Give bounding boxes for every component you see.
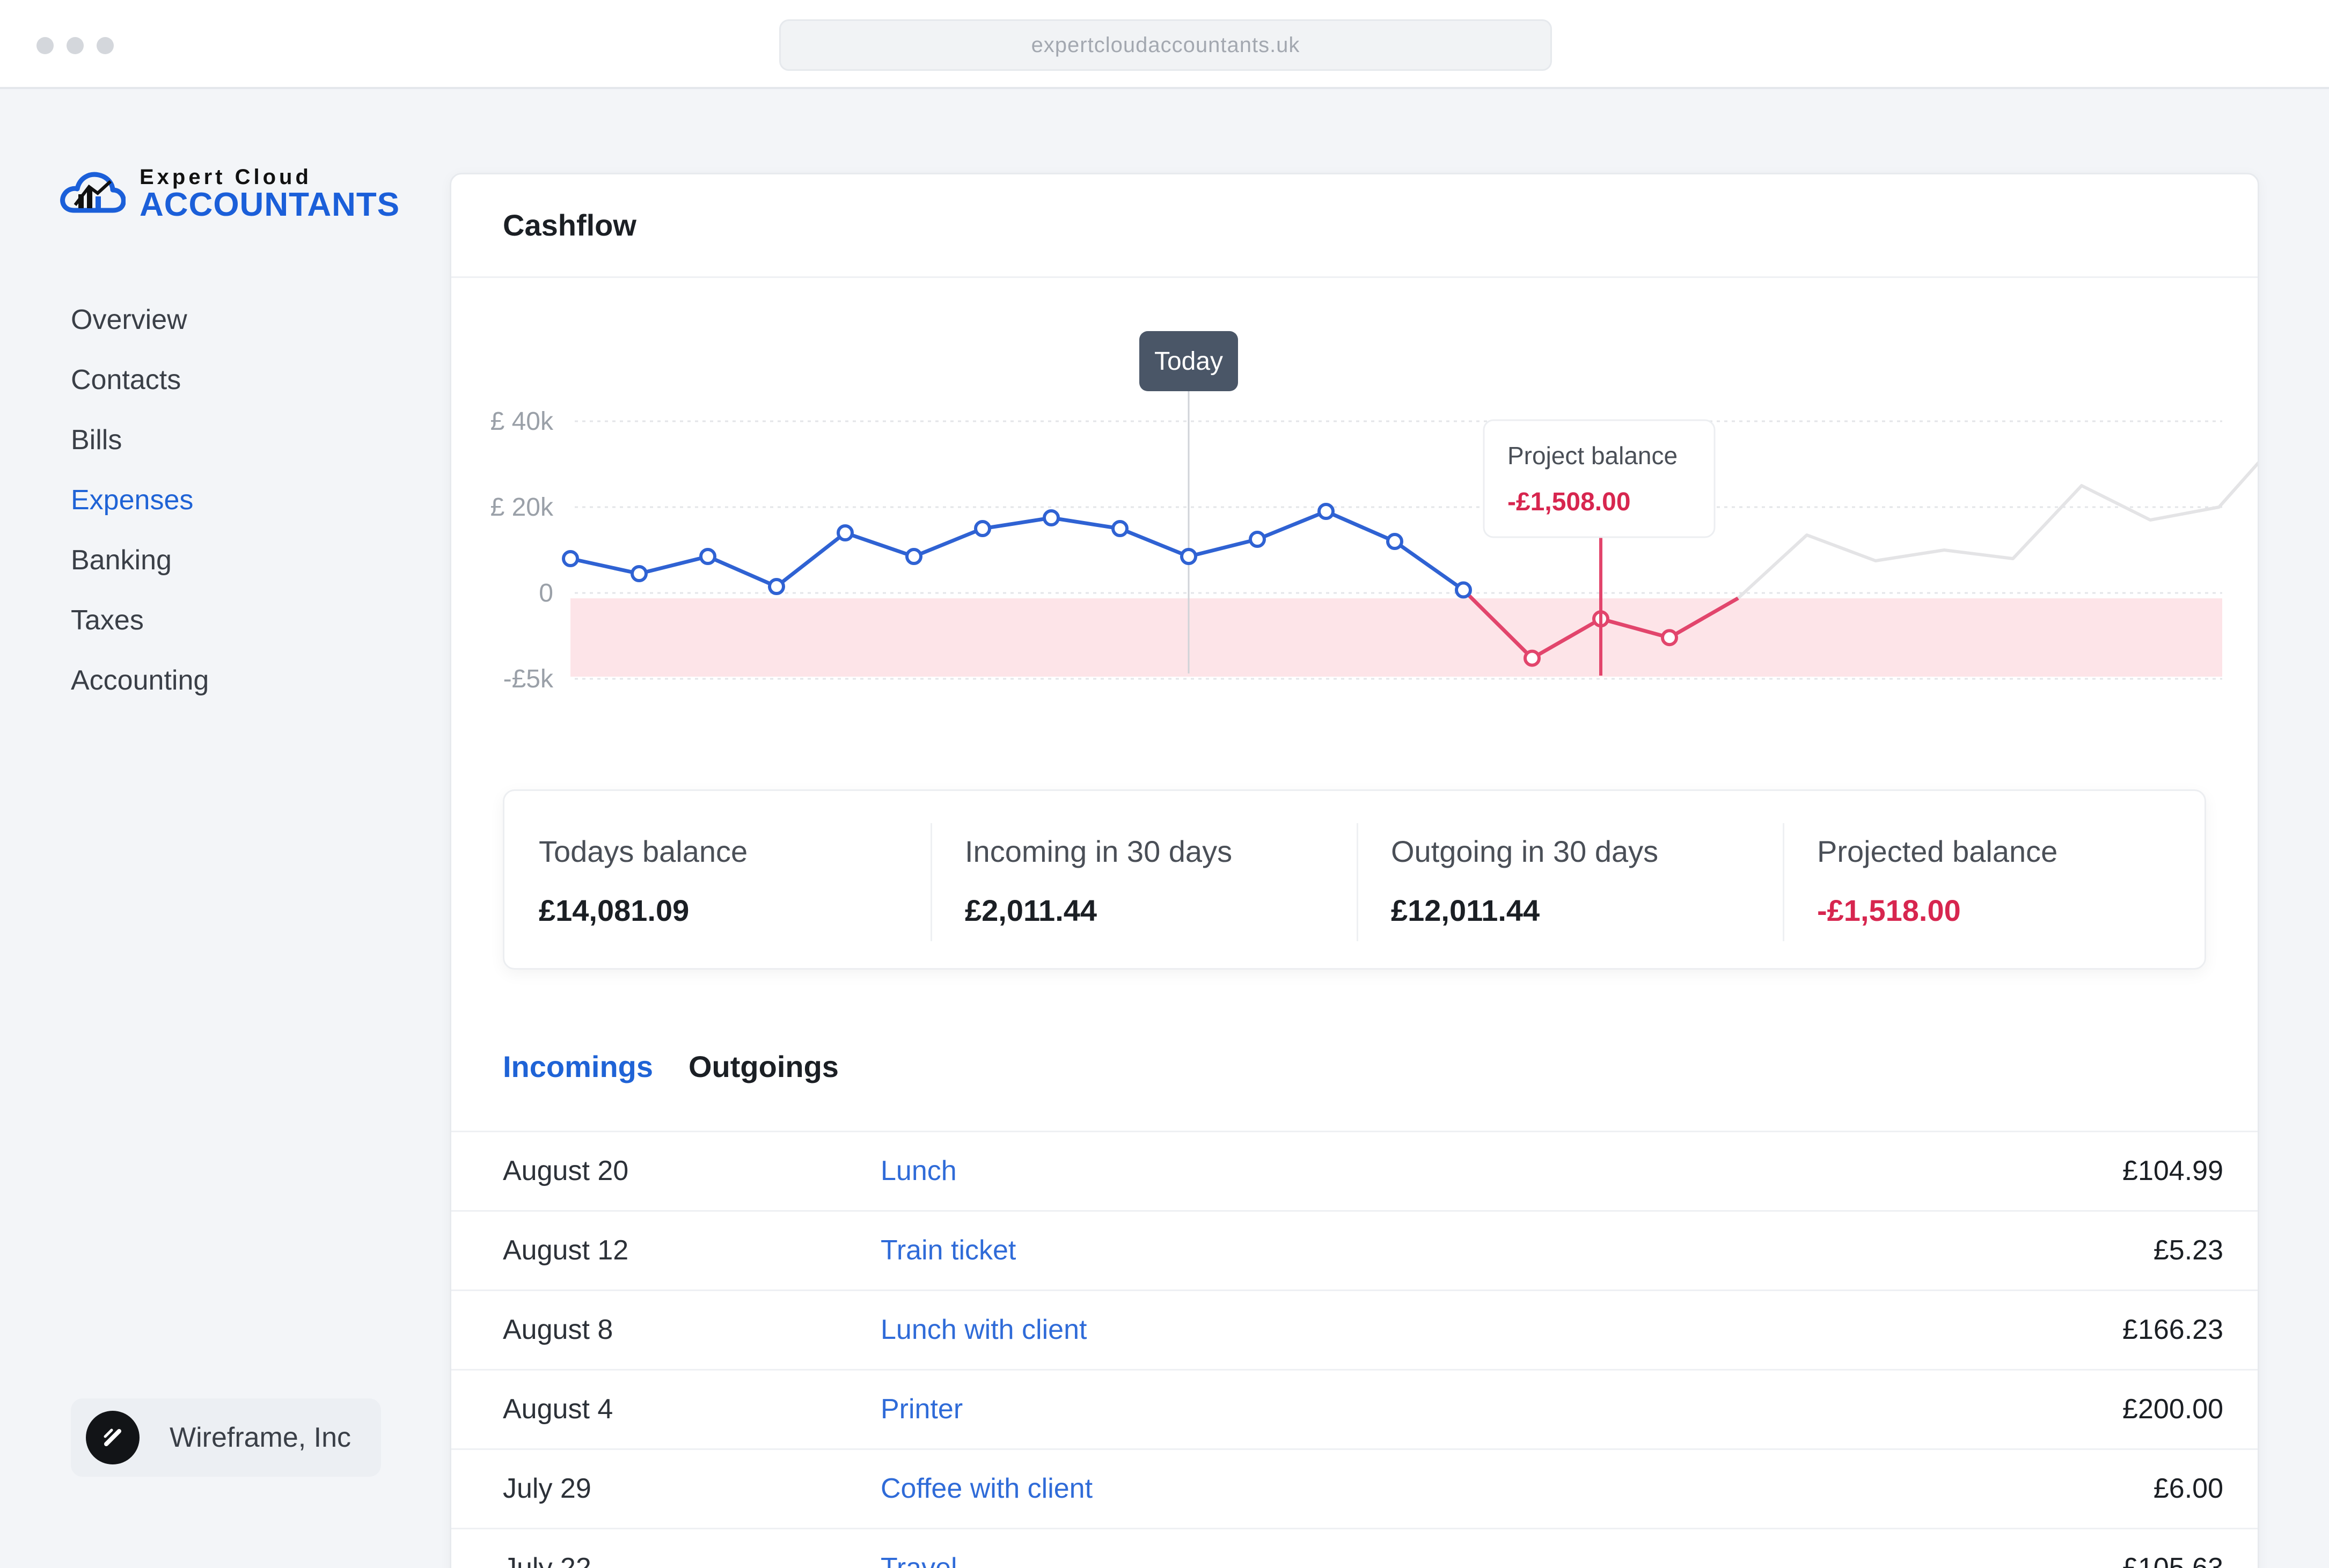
sidebar-item-overview[interactable]: Overview: [71, 304, 187, 335]
today-label: Today: [1154, 347, 1223, 376]
row-amount: £200.00: [2122, 1394, 2223, 1425]
data-point[interactable]: [1455, 581, 1472, 599]
row-date: August 12: [503, 1235, 629, 1266]
divider: [1783, 823, 1784, 941]
cashflow-chart: £ 40k £ 20k 0 -£5k Today Project balance -£…: [490, 331, 2258, 693]
row-date: August 4: [503, 1394, 613, 1425]
tooltip-label: Project balance: [1507, 442, 1678, 470]
table-row[interactable]: July 22 Travel £105.63: [451, 1528, 2258, 1568]
sidebar-item-banking[interactable]: Banking: [71, 545, 172, 576]
window-close-dot[interactable]: [36, 37, 54, 54]
stat-value: -£1,518.00: [1817, 893, 1961, 927]
data-point[interactable]: [1524, 649, 1541, 667]
data-point[interactable]: [1111, 520, 1129, 537]
org-name: Wireframe, Inc: [170, 1422, 351, 1453]
row-date: July 22: [503, 1552, 591, 1568]
cashflow-card: Cashflow £ 40k £ 20k 0 -£5k Today Project b…: [450, 173, 2259, 1568]
brand-name-top: Expert Cloud: [140, 165, 312, 189]
stat-value: £12,011.44: [1391, 893, 1540, 927]
org-switcher[interactable]: Wireframe, Inc: [71, 1398, 381, 1477]
data-point[interactable]: [1043, 509, 1060, 526]
row-date: August 20: [503, 1155, 629, 1186]
row-amount: £105.63: [2122, 1552, 2223, 1568]
table-row[interactable]: August 12 Train ticket £5.23: [451, 1210, 2258, 1289]
divider: [931, 823, 932, 941]
data-point[interactable]: [699, 548, 716, 565]
row-description-link[interactable]: Coffee with client: [881, 1473, 1093, 1504]
tab-outgoings[interactable]: Outgoings: [689, 1050, 839, 1083]
transactions-table: August 20 Lunch £104.99 August 12 Train …: [451, 1131, 2258, 1568]
data-point[interactable]: [974, 520, 991, 537]
divider: [1357, 823, 1358, 941]
y-tick-label: £ 20k: [490, 493, 554, 522]
today-badge: Today: [1139, 331, 1238, 391]
y-tick-label: 0: [539, 579, 553, 607]
data-point[interactable]: [631, 565, 648, 582]
balance-tooltip: Project balance -£1,508.00: [1483, 419, 1716, 538]
divider: [451, 276, 2258, 278]
row-description-link[interactable]: Printer: [881, 1394, 963, 1425]
address-bar[interactable]: expertcloudaccountants.uk: [779, 19, 1552, 71]
row-date: July 29: [503, 1473, 591, 1504]
y-tick-label: -£5k: [503, 665, 554, 693]
balance-summary: Todays balance £14,081.09 Incoming in 30…: [503, 789, 2206, 970]
row-amount: £166.23: [2122, 1314, 2223, 1345]
stat-label: Incoming in 30 days: [965, 834, 1233, 868]
stat-value: £14,081.09: [539, 893, 690, 927]
data-point[interactable]: [768, 578, 785, 595]
table-row[interactable]: July 29 Coffee with client £6.00: [451, 1448, 2258, 1528]
window-maximize-dot[interactable]: [97, 37, 114, 54]
row-description-link[interactable]: Travel: [881, 1552, 957, 1568]
sidebar-item-bills[interactable]: Bills: [71, 424, 122, 456]
row-date: August 8: [503, 1314, 613, 1345]
data-point[interactable]: [562, 550, 579, 567]
card-title: Cashflow: [503, 208, 636, 242]
browser-chrome: expertcloudaccountants.uk: [0, 0, 2329, 89]
sidebar-item-contacts[interactable]: Contacts: [71, 364, 181, 395]
row-description-link[interactable]: Lunch with client: [881, 1314, 1087, 1345]
stat-label: Todays balance: [539, 834, 748, 868]
window-minimize-dot[interactable]: [67, 37, 84, 54]
data-point[interactable]: [1317, 503, 1335, 520]
row-description-link[interactable]: Train ticket: [881, 1235, 1016, 1266]
row-description-link[interactable]: Lunch: [881, 1155, 957, 1186]
stat-label: Outgoing in 30 days: [1391, 834, 1659, 868]
sidebar-item-taxes[interactable]: Taxes: [71, 605, 144, 636]
tooltip-value: -£1,508.00: [1507, 488, 1631, 516]
series-line-projected: [1737, 461, 2258, 599]
row-amount: £104.99: [2122, 1155, 2223, 1186]
negative-zone: [570, 598, 2222, 677]
sidebar-nav: Overview Contacts Bills Expenses Banking…: [71, 301, 209, 721]
series-line-actual: [570, 509, 1465, 592]
data-point[interactable]: [905, 548, 922, 565]
sidebar-item-expenses[interactable]: Expenses: [71, 485, 194, 516]
sidebar-item-accounting[interactable]: Accounting: [71, 665, 209, 696]
y-tick-label: £ 40k: [490, 407, 554, 436]
stat-value: £2,011.44: [965, 893, 1097, 927]
row-amount: £6.00: [2153, 1473, 2223, 1504]
brand-name-bottom: ACCOUNTANTS: [140, 186, 400, 223]
data-point[interactable]: [1661, 629, 1678, 647]
data-point[interactable]: [837, 524, 854, 541]
tab-incomings[interactable]: Incomings: [503, 1050, 654, 1083]
org-logo-icon: [86, 1411, 140, 1464]
cloud-chart-icon: [60, 172, 126, 213]
stat-label: Projected balance: [1817, 834, 2058, 868]
data-point[interactable]: [1180, 548, 1197, 565]
table-row[interactable]: August 20 Lunch £104.99: [451, 1131, 2258, 1210]
table-row[interactable]: August 8 Lunch with client £166.23: [451, 1289, 2258, 1369]
row-amount: £5.23: [2153, 1235, 2223, 1266]
table-row[interactable]: August 4 Printer £200.00: [451, 1369, 2258, 1448]
data-point[interactable]: [1386, 533, 1403, 550]
data-point[interactable]: [1249, 531, 1266, 548]
